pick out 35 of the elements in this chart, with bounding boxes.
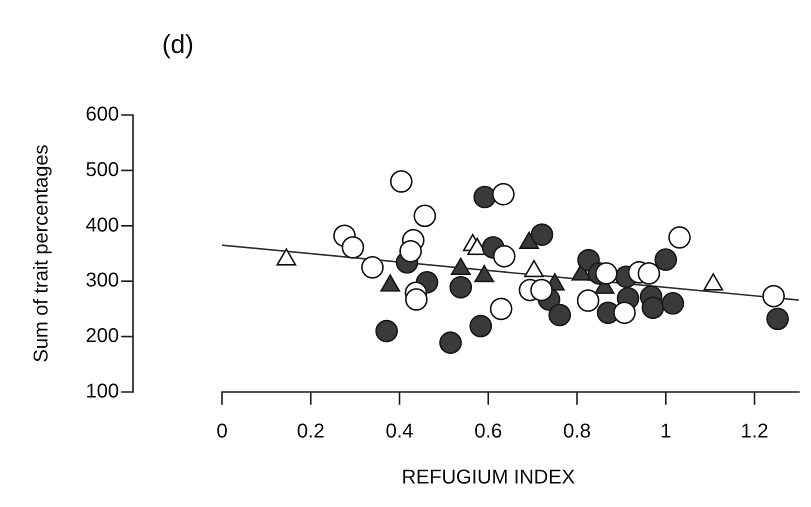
- point: [449, 276, 472, 299]
- x-tick-label: 0.8: [563, 420, 591, 443]
- point: [642, 296, 664, 320]
- point: [492, 244, 516, 268]
- chart-title: (d): [162, 29, 194, 60]
- x-axis-title: REFUGIUM INDEX: [402, 466, 575, 489]
- x-tick-label: 0.4: [386, 420, 414, 443]
- point: [654, 248, 678, 271]
- y-tick-label: 400: [86, 214, 119, 236]
- point: [638, 262, 660, 285]
- point: [375, 320, 398, 342]
- y-tick-label: 200: [86, 325, 119, 348]
- y-tick-label: 600: [86, 104, 119, 126]
- point: [662, 292, 684, 315]
- x-tick-label: 0.2: [296, 420, 325, 443]
- point: [762, 284, 785, 308]
- x-tick-label: 1.2: [740, 420, 768, 443]
- point: [405, 288, 428, 311]
- point: [399, 240, 422, 263]
- x-tick-label: 0.6: [474, 420, 502, 443]
- y-axis-title: Sum of trait percentages: [30, 144, 53, 362]
- y-tick-label: 500: [86, 158, 119, 181]
- point: [439, 331, 462, 354]
- point: [548, 304, 572, 326]
- x-tick-label: 1: [660, 420, 672, 443]
- y-tick-label: 300: [86, 270, 119, 292]
- point: [766, 308, 789, 330]
- point: [530, 278, 553, 302]
- x-tick-label: 0: [216, 420, 228, 443]
- point: [530, 223, 554, 246]
- point: [613, 301, 636, 324]
- point: [469, 314, 492, 338]
- point: [595, 262, 618, 285]
- y-tick-label: 100: [86, 380, 119, 403]
- point: [473, 186, 496, 208]
